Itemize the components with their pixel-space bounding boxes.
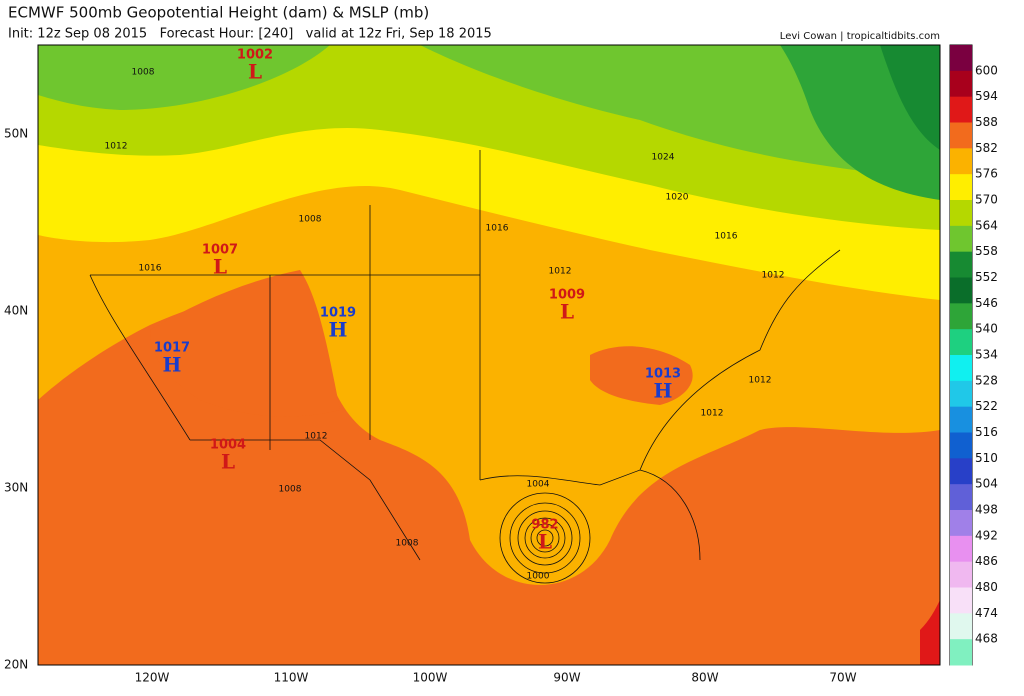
- colorbar-label: 522: [975, 399, 998, 413]
- credit: Levi Cowan | tropicaltidbits.com: [780, 31, 940, 42]
- isobar-label: 1004: [527, 480, 550, 490]
- colorbar-label: 594: [975, 89, 998, 103]
- colorbar-label: 570: [975, 193, 998, 207]
- pressure-value: 1017: [154, 341, 190, 356]
- pressure-symbol: L: [248, 60, 262, 84]
- map-shading: [38, 45, 940, 665]
- colorbar-label: 474: [975, 606, 998, 620]
- colorbar-label: 516: [975, 425, 998, 439]
- colorbar-cell: [950, 380, 972, 408]
- colorbar-label: 588: [975, 115, 998, 129]
- colorbar-cell: [950, 277, 972, 304]
- colorbar-cell: [950, 225, 972, 253]
- lon-label: 70W: [829, 671, 856, 685]
- colorbar-label: 564: [975, 218, 998, 232]
- subtitle: Init: 12z Sep 08 2015 Forecast Hour: [24…: [8, 27, 492, 42]
- isobar-label: 1012: [105, 142, 128, 152]
- colorbar-label: 510: [975, 451, 998, 465]
- colorbar-cell: [950, 587, 972, 614]
- isobar-label: 1024: [652, 153, 675, 163]
- lon-label: 110W: [274, 671, 309, 685]
- colorbar-label: 552: [975, 270, 998, 284]
- pressure-value: 1019: [320, 306, 356, 321]
- isobar-label: 1012: [762, 271, 785, 281]
- colorbar-label: 576: [975, 167, 998, 181]
- colorbar-label: 534: [975, 348, 998, 362]
- colorbar-cell: [950, 70, 972, 98]
- colorbar-label: 528: [975, 373, 998, 387]
- colorbar-label: 540: [975, 322, 998, 336]
- colorbar-cell: [950, 45, 972, 72]
- colorbar-cell: [950, 303, 972, 330]
- colorbar-cell: [950, 458, 972, 485]
- isobar-label: 1008: [396, 539, 419, 549]
- colorbar-label: 546: [975, 296, 998, 310]
- isobar-label: 1012: [749, 376, 772, 386]
- pressure-symbol: L: [538, 530, 552, 554]
- lon-label: 100W: [413, 671, 448, 685]
- pressure-value: 1007: [202, 243, 238, 258]
- lat-label: 20N: [4, 658, 28, 672]
- lat-label: 30N: [4, 481, 28, 495]
- lon-label: 90W: [553, 671, 580, 685]
- pressure-value: 1013: [645, 367, 681, 382]
- colorbar-cell: [950, 535, 972, 563]
- isobar-label: 1008: [299, 215, 322, 225]
- isobar-label: 1012: [549, 267, 572, 277]
- colorbar-cell: [950, 510, 972, 537]
- isobar-label: 1012: [305, 432, 328, 442]
- colorbar-label: 468: [975, 632, 998, 646]
- pressure-symbol: H: [163, 353, 182, 377]
- isobar-label: 1020: [666, 193, 689, 203]
- pressure-value: 1009: [549, 288, 585, 303]
- colorbar-cell: [950, 96, 972, 123]
- colorbar-label: 492: [975, 528, 998, 542]
- pressure-symbol: L: [560, 300, 574, 324]
- colorbar-cell: [950, 484, 972, 511]
- pressure-value: 982: [531, 518, 558, 533]
- pressure-value: 1002: [237, 48, 273, 63]
- colorbar-cell: [950, 329, 972, 356]
- colorbar-label: 600: [975, 63, 998, 77]
- pressure-value: 1004: [210, 438, 246, 453]
- colorbar-cell: [950, 406, 972, 433]
- isobar-label: 1000: [527, 572, 550, 582]
- colorbar-cell: [950, 355, 972, 382]
- colorbar-label: 558: [975, 244, 998, 258]
- colorbar-cell: [950, 639, 972, 666]
- colorbar-label: 486: [975, 554, 998, 568]
- colorbar-cell: [950, 251, 972, 278]
- map-frame: [37, 44, 941, 666]
- colorbar-cell: [950, 148, 972, 175]
- isobar-label: 1016: [139, 264, 162, 274]
- pressure-symbol: H: [329, 318, 348, 342]
- colorbar-cell: [950, 174, 972, 201]
- colorbar-label: 480: [975, 580, 998, 594]
- title: ECMWF 500mb Geopotential Height (dam) & …: [8, 4, 429, 22]
- colorbar-cell: [950, 200, 972, 227]
- lat-label: 50N: [4, 127, 28, 141]
- pressure-symbol: H: [654, 379, 673, 403]
- colorbar-label: 498: [975, 503, 998, 517]
- colorbar-cell: [950, 122, 972, 149]
- pressure-symbol: L: [221, 450, 235, 474]
- colorbar-cell: [950, 561, 972, 588]
- colorbar-label: 504: [975, 477, 998, 491]
- isobar-label: 1016: [715, 232, 738, 242]
- lon-label: 80W: [691, 671, 718, 685]
- colorbar-cell: [950, 432, 972, 459]
- pressure-symbol: L: [213, 255, 227, 279]
- lon-label: 120W: [135, 671, 170, 685]
- isobar-label: 1008: [279, 485, 302, 495]
- colorbar-label: 582: [975, 141, 998, 155]
- isobar-label: 1016: [486, 224, 509, 234]
- colorbar-cell: [950, 613, 972, 640]
- lat-label: 40N: [4, 304, 28, 318]
- isobar-label: 1008: [132, 68, 155, 78]
- isobar-label: 1012: [701, 409, 724, 419]
